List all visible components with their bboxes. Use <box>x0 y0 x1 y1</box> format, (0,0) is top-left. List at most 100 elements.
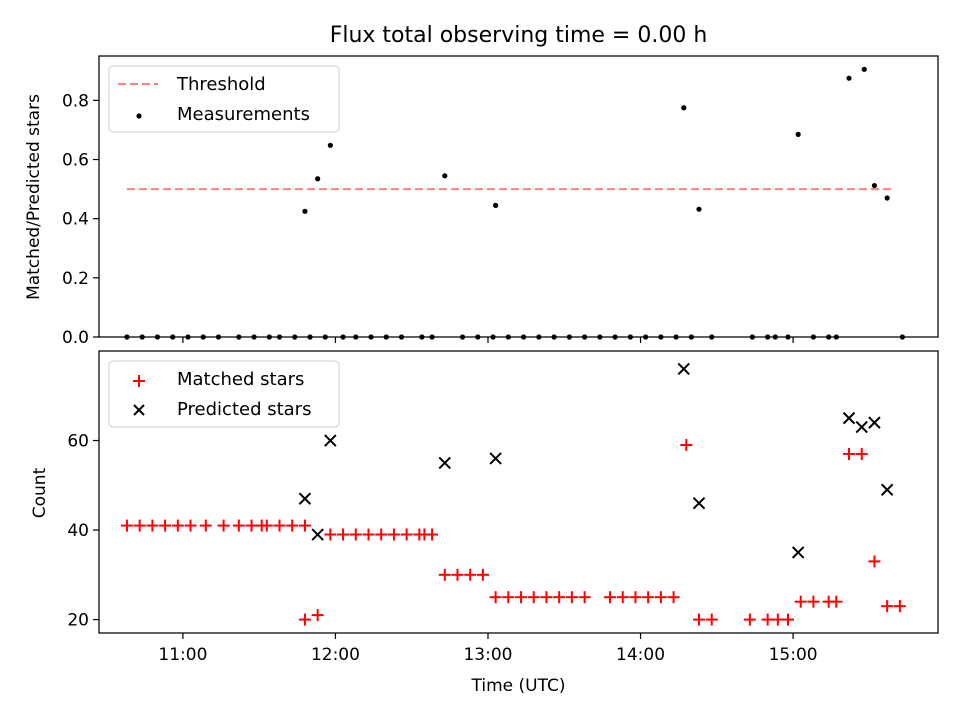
matched-star-point <box>217 519 230 532</box>
predicted-star-point <box>868 416 881 429</box>
matched-star-point <box>286 519 299 532</box>
bottom-axes-frame <box>98 350 939 634</box>
measurement-point <box>861 66 867 72</box>
matched-star-point <box>680 439 693 451</box>
measurement-point <box>597 334 603 340</box>
measurement-point <box>276 334 283 340</box>
matched-star-point <box>881 600 894 613</box>
top-y-ticks: 0.0 0.2 0.4 0.6 0.8 <box>62 91 99 348</box>
matched-star-point <box>629 591 642 604</box>
predicted-star-point <box>677 362 690 376</box>
measurement-point <box>673 334 679 340</box>
x-tick-label: 12:00 <box>311 645 360 665</box>
matched-star-point <box>540 591 553 604</box>
measurement-point <box>154 334 161 340</box>
matched-star-point <box>807 595 820 608</box>
bottom-x-ticks: 11:00 12:00 13:00 14:00 15:00 <box>158 633 818 665</box>
matched-star-point <box>245 519 258 532</box>
measurement-point <box>612 334 618 340</box>
measurements-series <box>124 66 906 340</box>
matched-star-point <box>502 591 515 604</box>
measurement-point <box>493 202 499 208</box>
bottom-y-ticks: 20 40 60 <box>67 432 99 631</box>
predicted-star-point <box>692 496 706 510</box>
measurements-legend-label: Measurements <box>177 104 310 125</box>
x-tick-label: 14:00 <box>616 645 665 665</box>
matched-star-point <box>855 447 868 460</box>
measurement-point <box>322 334 328 340</box>
y-tick-label: 0.4 <box>62 210 89 230</box>
matched-star-point <box>438 568 451 581</box>
measurement-point <box>236 334 242 340</box>
predicted-stars-legend-swatch <box>133 404 145 416</box>
measurement-point <box>302 208 308 214</box>
measurement-point <box>833 334 839 340</box>
matched-star-point <box>578 591 591 604</box>
matched-star-point <box>830 595 843 608</box>
measurements-legend-swatch <box>136 113 142 119</box>
matched-star-point <box>159 519 172 532</box>
measurement-point <box>307 334 313 340</box>
bottom-legend-frame <box>108 360 340 428</box>
matched-stars-legend-swatch <box>133 375 145 387</box>
matched-star-point <box>693 613 706 626</box>
measurement-point <box>846 75 852 81</box>
y-tick-label: 40 <box>67 521 89 541</box>
matched-star-point <box>451 568 464 581</box>
x-tick-label: 15:00 <box>769 645 818 665</box>
measurement-point <box>871 182 878 189</box>
measurement-point <box>520 334 527 340</box>
matched-star-point <box>120 519 133 532</box>
measurement-point <box>505 334 511 340</box>
matched-star-point <box>349 528 362 541</box>
measurement-point <box>884 195 890 201</box>
predicted-star-point <box>855 420 868 434</box>
top-panel: 0.00.20.40.60.8 Matched/Predicted stars … <box>24 55 939 348</box>
matched-star-point <box>362 528 375 541</box>
measurement-point <box>551 334 557 340</box>
x-tick-label: 11:00 <box>158 645 207 665</box>
matched-star-point <box>868 555 881 568</box>
measurement-point <box>658 334 664 340</box>
measurement-point <box>215 334 222 340</box>
y-tick-label: 0.8 <box>62 91 89 111</box>
measurement-point <box>200 334 206 340</box>
matched-star-point <box>298 519 311 532</box>
measurement-point <box>459 334 466 340</box>
measurement-point <box>582 334 588 340</box>
measurement-point <box>292 334 298 340</box>
measurement-point <box>251 334 257 340</box>
measurement-point <box>429 334 435 340</box>
matched-star-point <box>604 591 617 604</box>
predicted-star-point <box>489 452 502 465</box>
matched-star-point <box>387 528 400 541</box>
matched-star-point <box>489 591 502 604</box>
matched-star-point <box>184 519 197 532</box>
measurement-point <box>772 334 778 340</box>
matched-star-point <box>199 519 212 532</box>
top-legend: Threshold Measurements <box>108 65 340 133</box>
matched-star-point <box>565 591 578 604</box>
top-y-axis-label: Matched/Predicted stars <box>24 94 44 300</box>
measurement-point <box>340 334 346 340</box>
y-tick-label: 0.2 <box>62 269 89 289</box>
matched-star-point <box>324 528 337 541</box>
matched-star-point <box>298 613 311 626</box>
measurement-point <box>643 334 649 340</box>
matched-star-point <box>464 568 477 581</box>
measurement-point <box>139 334 145 340</box>
matched-star-point <box>843 447 856 460</box>
measurement-point <box>749 334 756 340</box>
top-x-ticks <box>182 337 794 343</box>
measurement-point <box>185 334 191 340</box>
bottom-panel: 20 40 60 11:00 12:00 13:00 14:00 15:00 Count T… <box>30 350 939 696</box>
measurement-point <box>383 334 389 340</box>
top-axes-frame <box>98 55 939 338</box>
matched-star-point <box>527 591 540 604</box>
measurement-point <box>124 334 130 340</box>
measurement-point <box>826 334 832 340</box>
matched-star-point <box>794 595 807 608</box>
measurement-point <box>709 334 715 340</box>
predicted-star-point <box>438 456 451 470</box>
measurement-point <box>795 131 801 137</box>
